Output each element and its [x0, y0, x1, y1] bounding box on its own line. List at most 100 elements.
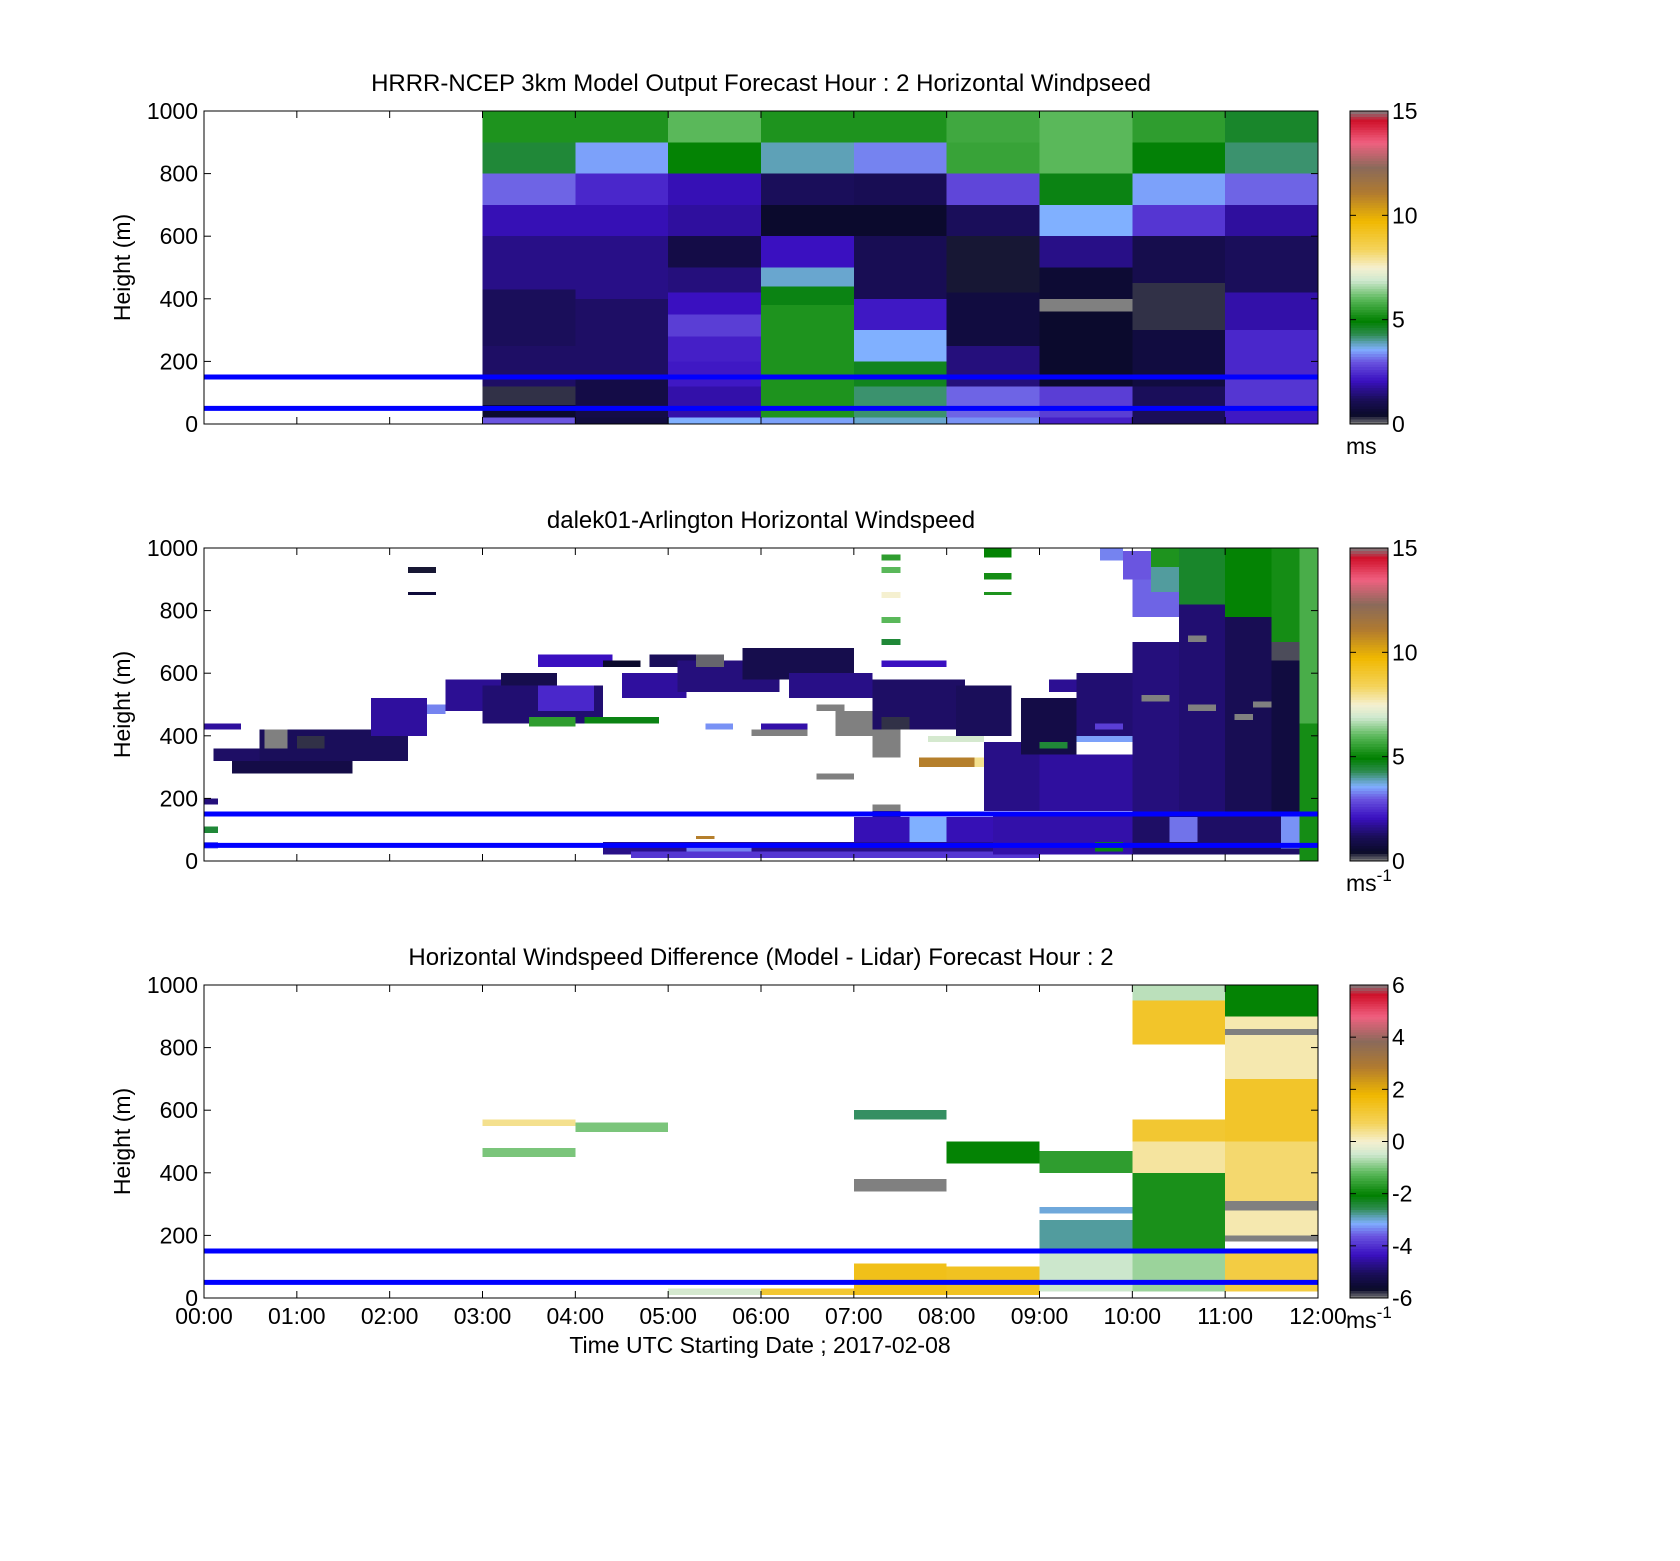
colorbar-segment [1350, 267, 1388, 271]
colorbar-segment [1350, 1042, 1388, 1046]
colorbar-segment [1350, 722, 1388, 726]
colorbar-segment [1350, 225, 1388, 229]
colorbar-segment [1350, 767, 1388, 771]
heatmap-cell [1299, 548, 1318, 724]
heatmap-cell [1132, 985, 1226, 1001]
colorbar-segment [1350, 1238, 1388, 1242]
colorbar-segment [1350, 1230, 1388, 1234]
heatmap-cells [482, 985, 1318, 1295]
colorbar-segment [1350, 568, 1388, 573]
heatmap-cell [668, 417, 761, 424]
heatmap-cell [213, 748, 260, 761]
colorbar-segment [1350, 1055, 1388, 1059]
colorbar-segment [1350, 701, 1388, 706]
colorbar-segment [1350, 1052, 1388, 1057]
colorbar-segment [1350, 118, 1388, 123]
heatmap-cell [482, 111, 576, 143]
heatmap-cell [983, 591, 1012, 595]
colorbar-segment [1350, 111, 1388, 115]
colorbar-segment [1350, 410, 1388, 415]
heatmap-cell [1150, 548, 1179, 567]
colorbar-segment [1350, 150, 1388, 154]
colorbar-tick-label: 0 [1392, 1129, 1405, 1155]
colorbar-segment [1350, 1175, 1388, 1179]
heatmap-cell [231, 760, 353, 774]
colorbar-segment [1350, 592, 1388, 596]
chart-title: HRRR-NCEP 3km Model Output Forecast Hour… [371, 70, 1151, 97]
heatmap-cell [761, 286, 854, 306]
colorbar-segment [1350, 1060, 1388, 1064]
heatmap-cell [946, 204, 1040, 237]
colorbar-segment [1350, 165, 1388, 169]
colorbar-segment [1350, 1217, 1388, 1221]
colorbar-segment [1350, 558, 1388, 562]
colorbar-tick-label: 2 [1392, 1076, 1405, 1102]
colorbar-segment [1350, 670, 1388, 674]
colorbar-segment [1350, 384, 1388, 389]
colorbar-segment [1350, 1269, 1388, 1273]
colorbar-segment [1350, 808, 1388, 813]
colorbar-segment [1350, 1201, 1388, 1205]
heatmap-cell [1271, 641, 1300, 661]
colorbar-segment [1350, 1191, 1388, 1195]
heatmap-cell [696, 835, 715, 840]
colorbar-segment [1350, 1123, 1388, 1127]
colorbar-segment [1350, 618, 1388, 622]
x-tick-label: 00:00 [175, 1303, 233, 1329]
heatmap-cell [761, 142, 854, 174]
colorbar-segment [1350, 694, 1388, 698]
colorbar-tick-label: 5 [1392, 744, 1405, 770]
colorbar-segment [1350, 1071, 1388, 1075]
colorbar-segment [1350, 641, 1388, 646]
colorbar-segment [1350, 1029, 1388, 1033]
colorbar-segment [1350, 613, 1388, 617]
colorbar-segment [1350, 1290, 1388, 1294]
colorbar-segment [1350, 1120, 1388, 1124]
colorbar-segment [1350, 366, 1388, 370]
colorbar-segment [1350, 1243, 1388, 1247]
colorbar-segment [1350, 1097, 1388, 1101]
heatmap-cell [575, 142, 669, 174]
colorbar-segment [1350, 1146, 1388, 1150]
heatmap-cell [853, 142, 947, 174]
heatmap-cell [1225, 1235, 1318, 1242]
heatmap-cell [538, 685, 594, 711]
colorbar-segment [1350, 761, 1388, 766]
heatmap-cell [482, 417, 576, 424]
colorbar-segment [1350, 272, 1388, 276]
heatmap-cell [668, 292, 761, 315]
colorbar-segment [1350, 686, 1388, 690]
colorbar-segment [1350, 1193, 1388, 1197]
colorbar-segment [1350, 990, 1388, 994]
heatmap-cell [1225, 1210, 1318, 1236]
colorbar-segment [1350, 816, 1388, 820]
colorbar-segment [1350, 288, 1388, 292]
colorbar-segment [1350, 390, 1388, 394]
colorbar-segment [1350, 824, 1388, 828]
colorbar-segment [1350, 1110, 1388, 1114]
colorbar-segment [1350, 408, 1388, 412]
heatmap-cell [881, 638, 901, 646]
colorbar-segment [1350, 144, 1388, 149]
heatmap-cell [575, 236, 669, 299]
colorbar-segment [1350, 1136, 1388, 1140]
heatmap-cell [668, 267, 761, 293]
heatmap-cell [621, 673, 687, 699]
colorbar-segment [1350, 400, 1388, 404]
heatmap-cell [946, 236, 1040, 293]
colorbar-segment [1350, 1149, 1388, 1153]
colorbar-segment [1350, 1211, 1388, 1216]
colorbar-unit-label: ms-1 [1346, 1303, 1392, 1333]
colorbar-segment [1350, 1157, 1388, 1161]
colorbar-segment [1350, 769, 1388, 773]
colorbar-segment [1350, 675, 1388, 680]
colorbar-segment [1350, 555, 1388, 560]
colorbar-segment [1350, 1261, 1388, 1265]
x-axis-label: Time UTC Starting Date ; 2017-02-08 [569, 1332, 950, 1358]
heatmap-cell [946, 417, 1040, 424]
heatmap-cell [761, 267, 854, 287]
colorbar-segment [1350, 563, 1388, 567]
colorbar-segment [1350, 1248, 1388, 1252]
colorbar-segment [1350, 157, 1388, 162]
colorbar-segment [1350, 131, 1388, 136]
